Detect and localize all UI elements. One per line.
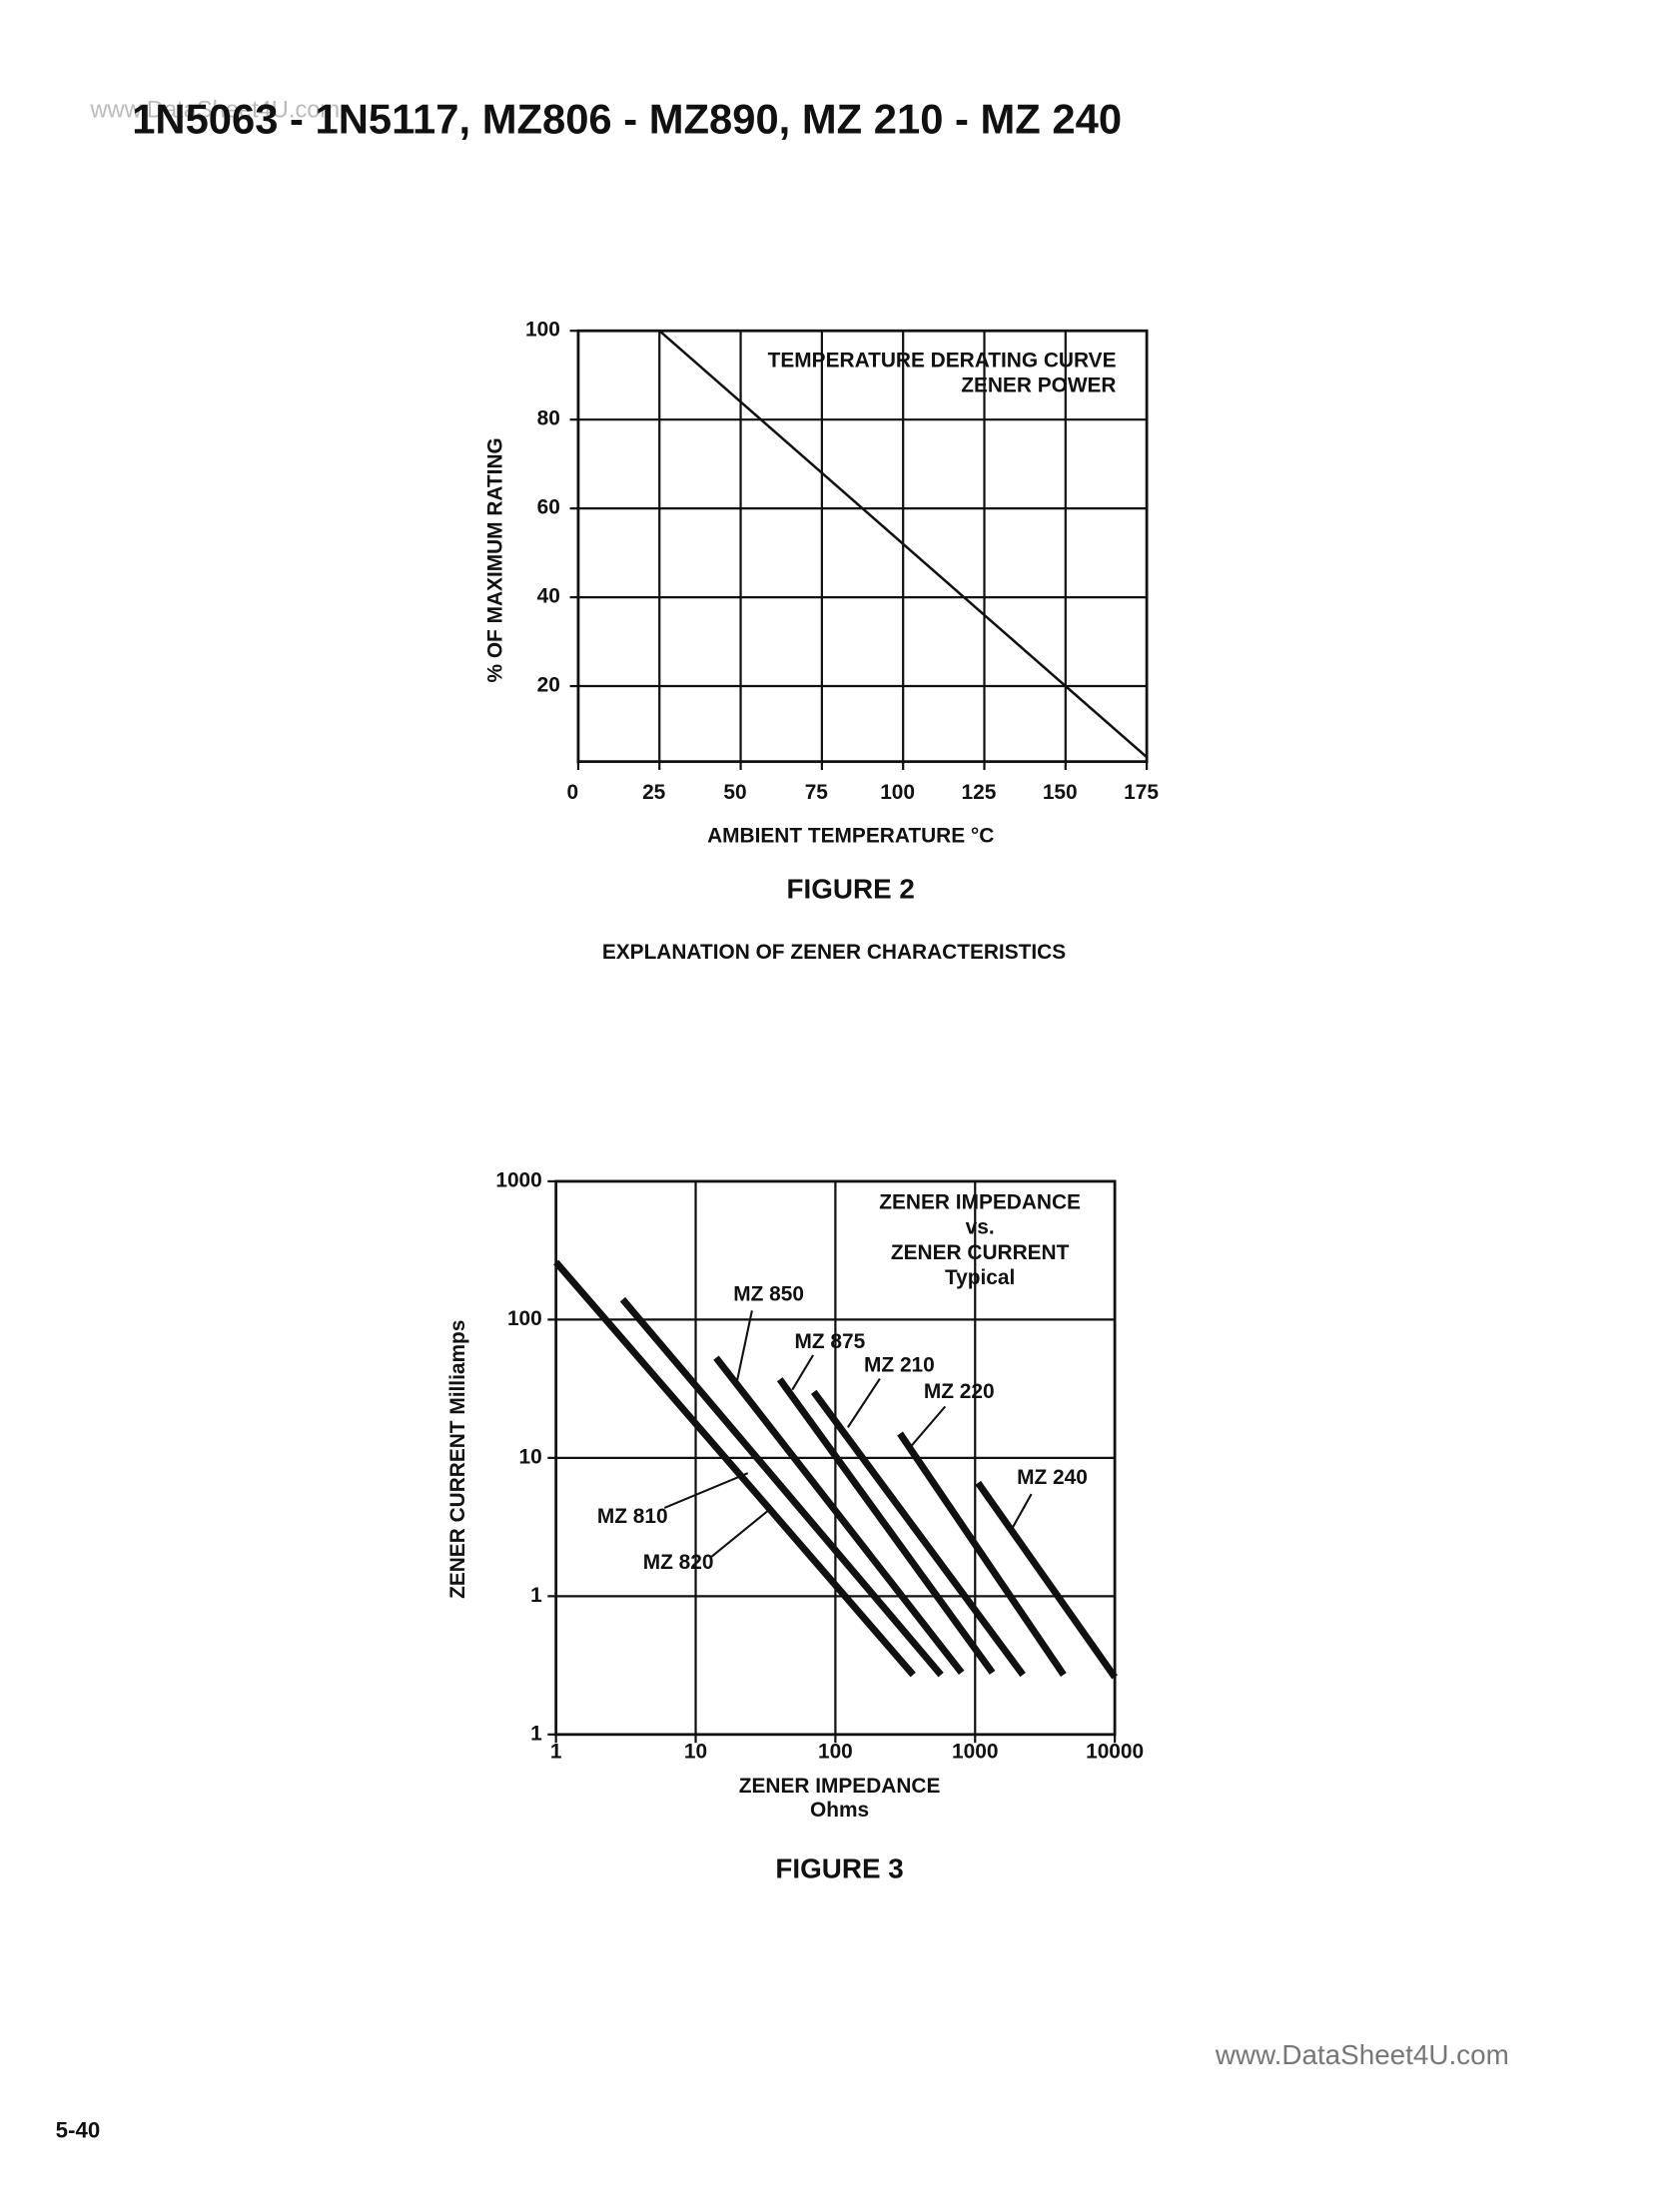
x-axis-units: Ohms [810,1799,869,1822]
leader-line [911,1405,947,1447]
series-label: MZ 240 [1017,1466,1088,1489]
x-tick-label: 1000 [952,1740,998,1763]
x-axis-label: AMBIENT TEMPERATURE °C [707,824,994,847]
series-line [776,1377,996,1675]
chart-title: TEMPERATURE DERATING CURVE [768,349,1117,371]
series-line [713,1355,965,1676]
chart-annotation: vs. [966,1216,995,1239]
series-label: MZ 210 [864,1354,935,1377]
series-line [658,330,1148,759]
x-tick-label: 100 [818,1740,853,1763]
x-tick-label: 175 [1124,781,1159,804]
leader-line [735,1310,753,1383]
series-label: MZ 875 [794,1330,865,1353]
y-tick-label: 100 [525,319,560,342]
y-axis-label: % OF MAXIMUM RATING [483,437,506,682]
x-tick-label: 1 [550,1740,562,1763]
watermark: www.DataSheet4U.com [89,98,340,124]
chart-annotation: ZENER IMPEDANCE [879,1191,1081,1214]
y-tick-label: 80 [537,407,560,430]
footer-watermark: www.DataSheet4U.com [1215,2039,1509,2070]
series-label: MZ 220 [924,1380,995,1403]
leader-line [791,1354,815,1391]
x-axis-label: ZENER IMPEDANCE [739,1775,941,1798]
x-tick-label: 100 [880,781,915,804]
y-axis-label: ZENER CURRENT Milliamps [446,1320,469,1599]
series-label: MZ 810 [597,1505,668,1528]
x-tick-label: 125 [962,781,997,804]
page-number: 5-40 [56,2118,101,2143]
y-tick-label: 10 [519,1445,542,1468]
series-line [810,1389,1026,1678]
y-tick-label: 1 [530,1584,542,1607]
series-line [975,1480,1118,1680]
series-line [619,1296,944,1678]
chart-annotation: ZENER CURRENT [891,1241,1070,1264]
y-tick-label: 20 [537,674,560,697]
y-tick-label: 60 [537,496,560,519]
x-tick-label: 150 [1043,781,1078,804]
series-label: MZ 850 [733,1283,804,1306]
y-tick-label: 1 [530,1722,542,1745]
figure-caption: FIGURE 3 [775,1853,903,1884]
figure-caption: FIGURE 2 [787,873,915,904]
x-tick-label: 25 [642,781,666,804]
x-tick-label: 10000 [1086,1740,1144,1763]
plot-frame [576,329,1149,764]
x-tick-label: 10 [684,1740,707,1763]
y-tick-label: 100 [507,1307,542,1330]
leader-line [1011,1493,1033,1530]
x-tick-label: 75 [805,781,829,804]
series-label: MZ 820 [643,1551,714,1574]
plot-frame [554,1179,1117,1737]
x-tick-label: 0 [567,781,579,804]
series-line [897,1431,1067,1678]
chart-annotation: Typical [945,1266,1015,1289]
series-line [553,1259,916,1678]
y-tick-label: 1000 [495,1168,541,1191]
section-heading: EXPLANATION OF ZENER CHARACTERISTICS [602,941,1066,964]
page-title: 1N5063 - 1N5117, MZ806 - MZ890, MZ 210 -… [132,96,1122,143]
leader-line [847,1377,881,1428]
x-tick-label: 50 [723,781,746,804]
leader-line [663,1472,749,1509]
leader-line [710,1507,773,1558]
chart-subtitle: ZENER POWER [961,373,1116,396]
y-tick-label: 40 [537,585,560,608]
